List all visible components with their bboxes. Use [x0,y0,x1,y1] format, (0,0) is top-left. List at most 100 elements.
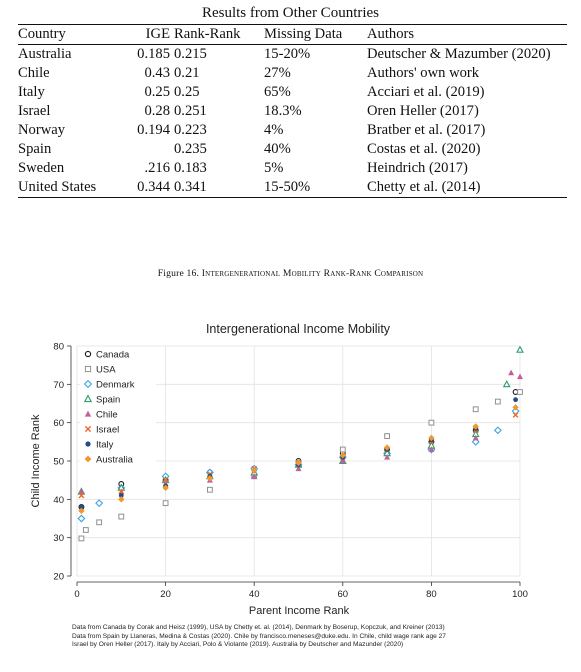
cell-country: Israel [18,103,51,119]
cell-authors: Authors' own work [367,65,480,81]
usa-point [472,406,479,413]
header-ige: IGE [145,26,170,42]
italy-point [79,504,84,510]
table-caption: Results from Other Countries [201,5,380,21]
axes: 20 30 40 50 60 70 80 0 20 40 60 80 100 [53,342,528,601]
cell-ige: 0.43 [144,65,170,81]
australia-point [472,423,479,430]
cell-country: Chile [18,65,50,81]
table-row: Australia 0.185 0.215 15-20% Deutscher & Maz… [18,45,567,65]
cell-authors: Acciari et al. (2019) [367,84,485,100]
legend-label-israel: Israel [96,425,119,436]
cell-rank-rank: 0.21 [174,65,200,81]
chile-point [508,369,515,376]
chile-point [78,488,85,495]
x-tick-label: 80 [426,589,437,600]
cell-rank-rank: 0.251 [174,103,207,119]
chile-point [295,465,302,472]
results-table: Country IGE Rank-Rank Missing Data Autho… [18,24,567,198]
x-tick-label: 100 [512,589,528,600]
cell-authors: Bratber et al. (2017) [367,122,486,138]
legend-marker-denmark [83,379,93,389]
legend-label-usa: USA [96,365,116,376]
header-missing-data: Missing Data [264,26,343,42]
chile-point [472,434,479,441]
x-axis-label: Parent Income Rank [249,605,350,617]
note-line: Data from Spain by Llaneras, Medina & Co… [72,632,446,640]
y-tick-label: 30 [53,533,64,544]
cell-missing-data: 4% [264,122,284,138]
chile-point [339,457,346,464]
table-row: Spain 0.235 40% Costas et al. (2020) [18,140,567,159]
y-tick-label: 80 [53,342,64,353]
israel-point [512,412,519,418]
australia-point [428,434,435,442]
legend-marker-italy [85,441,91,447]
australia-point [118,496,125,503]
note-line: Data from Canada by Corak and Heisz (199… [72,624,445,631]
usa-point [162,500,169,507]
cell-country: Sweden [18,160,65,176]
cell-country: Australia [18,46,72,62]
legend-marker-chile [84,410,92,417]
spain-point [502,379,511,388]
legend-label-australia: Australia [96,455,134,466]
usa-point [339,446,346,453]
legend: Canada USA Denmark Spain Chile Israel Italy Aus… [80,348,156,466]
usa-point [428,419,435,426]
note-line: Israel by Oren Heller (2017). Italy by A… [72,641,404,649]
cell-country: Norway [18,122,66,138]
y-tick-label: 50 [53,457,64,468]
y-tick-label: 20 [53,572,64,583]
figure-title: Intergenerational Mobility Rank-Rank Com… [201,268,424,279]
cell-ige: 0.194 [137,122,170,138]
table-row: Sweden .216 0.183 5% Heindrich (2017) [18,159,567,178]
cell-authors: Costas et al. (2020) [367,141,481,157]
cell-missing-data: 27% [264,65,291,81]
chile-point [517,373,523,380]
cell-rank-rank: 0.235 [174,141,207,157]
data-points [77,345,524,542]
chile-point [384,453,391,460]
usa-point [82,527,89,533]
spain-point [516,345,524,353]
denmark-point [493,426,502,435]
australia-point [339,452,346,459]
denmark-point [95,499,104,508]
table-row: United States 0.344 0.341 15-50% Chetty et a… [18,178,567,198]
italy-point [118,493,124,498]
cell-missing-data: 5% [264,160,284,176]
denmark-point [471,437,480,446]
cell-missing-data: 40% [264,141,291,157]
cell-ige: .216 [144,160,170,176]
legend-marker-usa [84,365,92,373]
legend-label-canada: Canada [96,350,130,361]
figure-notes: Data from Canada by Corak and Heisz (199… [72,624,572,650]
cell-authors: Oren Heller (2017) [367,103,479,119]
y-tick-label: 60 [53,418,64,429]
cell-missing-data: 65% [264,84,291,100]
cell-authors: Deutscher & Mazumber (2020) [367,46,551,62]
table-row: Chile 0.43 0.21 27% Authors' own work [18,64,567,83]
y-axis-label: Child Income Rank [30,414,42,507]
table-row: Israel 0.28 0.251 18.3% Oren Heller (2017) [18,102,567,121]
australia-point [295,459,302,467]
israel-point [118,488,125,495]
figure-number: Figure 16. [157,268,200,279]
table-row: Norway 0.194 0.223 4% Bratber et al. (2017) [18,121,567,140]
legend-label-italy: Italy [96,440,114,451]
header-country: Country [18,26,66,42]
australia-point [251,467,258,474]
cell-missing-data: 18.3% [264,103,302,119]
italy-point [513,397,518,403]
legend-marker-spain [83,394,93,403]
cell-ige: 0.28 [144,103,170,119]
cell-ige: 0.25 [144,84,170,100]
australia-point [383,444,391,451]
cell-rank-rank: 0.341 [174,179,207,195]
australia-point [512,404,519,411]
x-tick-label: 0 [74,589,79,600]
header-authors: Authors [367,26,415,42]
y-tick-label: 70 [53,380,64,391]
denmark-point [77,514,86,523]
